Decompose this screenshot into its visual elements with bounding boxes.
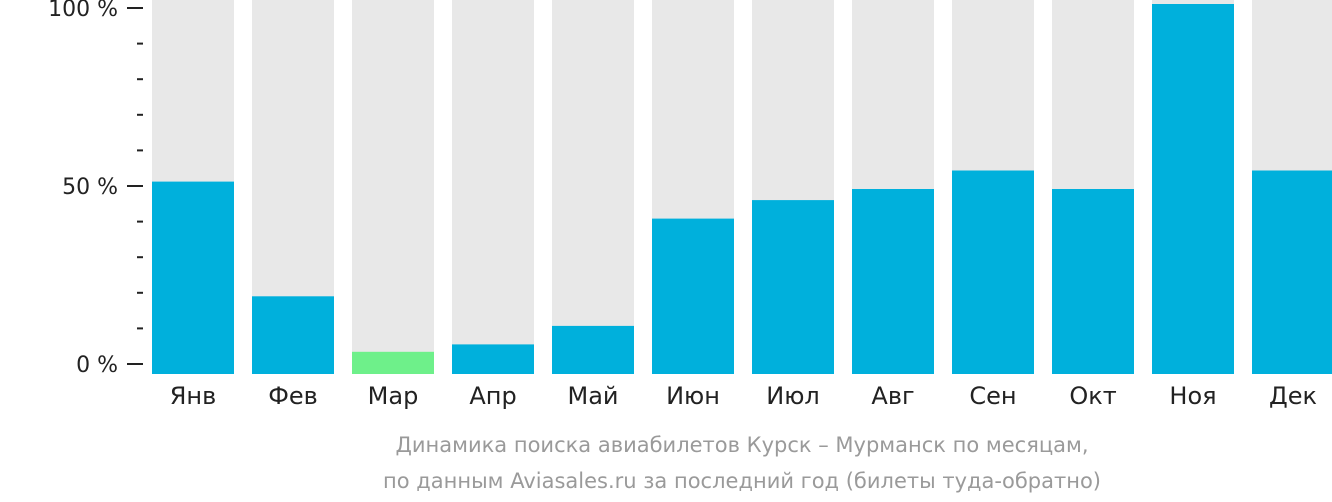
bars [152, 4, 1332, 374]
bar-track-3 [352, 0, 434, 374]
x-tick-label: Июл [766, 382, 820, 410]
bar-track-4 [452, 0, 534, 374]
bar-2 [252, 296, 334, 374]
x-tick-label: Янв [170, 382, 217, 410]
x-tick-label: Окт [1069, 382, 1116, 410]
x-tick-label: Фев [268, 382, 318, 410]
x-tick-label: Авг [871, 382, 914, 410]
x-tick-label: Сен [969, 382, 1016, 410]
bar-11 [1152, 4, 1234, 374]
x-tick-label: Ноя [1169, 382, 1216, 410]
bar-12 [1252, 170, 1332, 374]
bar-6 [652, 218, 734, 374]
x-tick-label: Дек [1269, 382, 1317, 410]
chart-caption-line-1: Динамика поиска авиабилетов Курск – Мурм… [395, 433, 1088, 457]
bar-7 [752, 200, 834, 374]
y-axis: 0 % 50 % 100 % [48, 0, 143, 378]
bar-9 [952, 170, 1034, 374]
x-axis-labels: Янв Фев Мар Апр Май Июн Июл Авг Сен Окт Ноя Дек [170, 382, 1317, 410]
bar-10 [1052, 189, 1134, 374]
x-tick-label: Мар [368, 382, 419, 410]
x-tick-label: Апр [469, 382, 516, 410]
x-tick-label: Май [567, 382, 618, 410]
bar-track-5 [552, 0, 634, 374]
bar-1 [152, 181, 234, 374]
bar-4 [452, 344, 534, 374]
y-tick-label: 100 % [48, 0, 118, 22]
bar-5 [552, 325, 634, 374]
bar-8 [852, 189, 934, 374]
x-tick-label: Июн [666, 382, 720, 410]
y-tick-label: 0 % [76, 353, 118, 378]
bar-3 [352, 351, 434, 374]
y-tick-label: 50 % [62, 175, 118, 200]
chart-caption-line-2: по данным Aviasales.ru за последний год … [383, 469, 1101, 493]
